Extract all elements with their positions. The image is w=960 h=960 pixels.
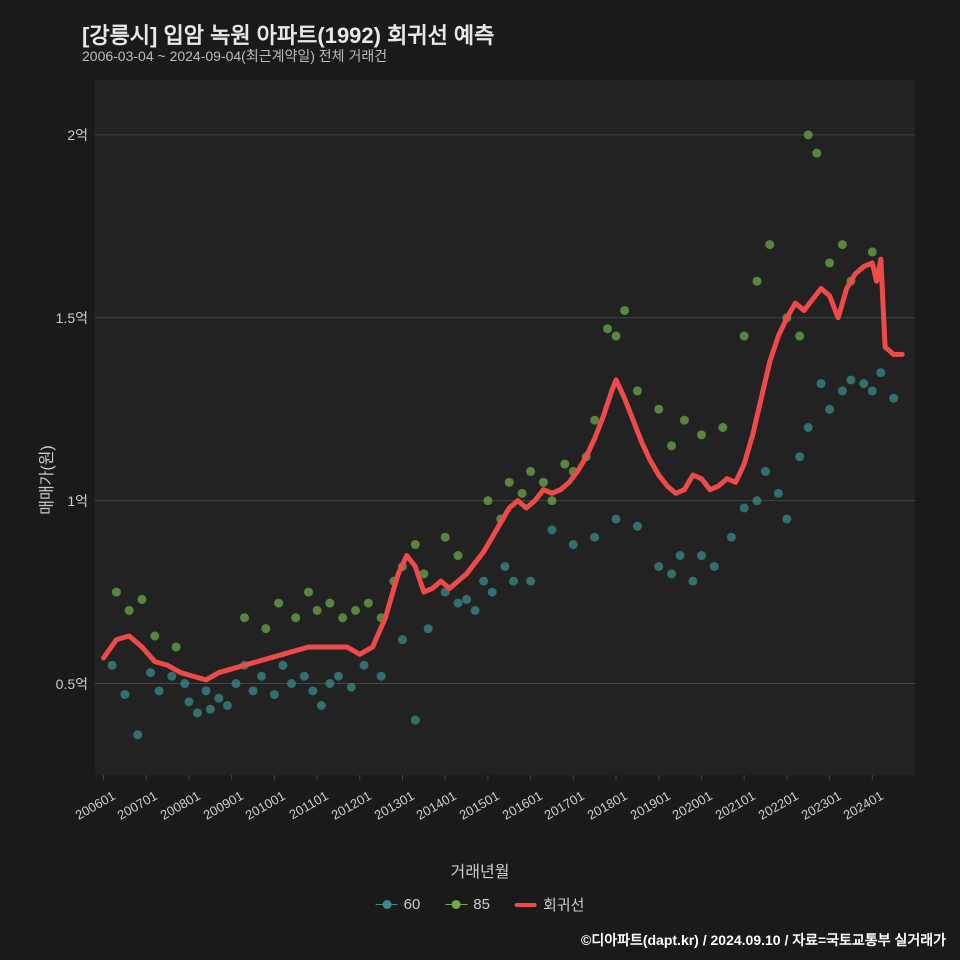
legend-swatch-85	[445, 904, 467, 906]
y-axis-label: 매매가(원)	[33, 445, 57, 515]
y-tick-label: 0.5억	[56, 674, 88, 694]
legend: 60 85 회귀선	[376, 894, 585, 915]
y-tick-label: 1억	[67, 491, 88, 511]
chart-container: [강릉시] 입암 녹원 아파트(1992) 회귀선 예측 2006-03-04 …	[0, 0, 960, 960]
plot-area	[95, 80, 915, 775]
legend-item-85: 85	[445, 896, 490, 913]
footer-credit: ©디아파트(dapt.kr) / 2024.09.10 / 자료=국토교통부 실…	[581, 930, 946, 950]
x-axis-label: 거래년월	[451, 858, 510, 882]
legend-label-regression: 회귀선	[543, 894, 584, 915]
plot-svg	[95, 80, 915, 775]
chart-subtitle: 2006-03-04 ~ 2024-09-04(최근계약일) 전체 거래건	[82, 46, 387, 66]
legend-label-85: 85	[473, 896, 490, 913]
legend-label-60: 60	[404, 896, 421, 913]
y-tick-label: 2억	[67, 125, 88, 145]
legend-swatch-regression	[515, 903, 537, 907]
legend-swatch-60	[376, 904, 398, 906]
legend-item-regression: 회귀선	[515, 894, 584, 915]
y-tick-label: 1.5억	[56, 308, 88, 328]
legend-item-60: 60	[376, 896, 421, 913]
